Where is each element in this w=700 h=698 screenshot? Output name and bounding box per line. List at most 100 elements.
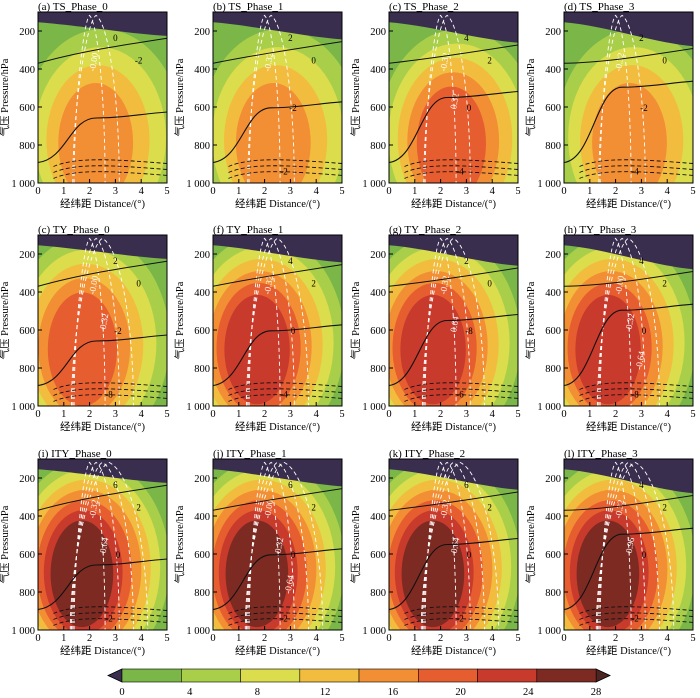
black-contour-dashed [404, 171, 518, 179]
x-tick-label: 1 [236, 409, 241, 420]
x-tick-label: 4 [139, 633, 145, 644]
x-tick-label: 5 [515, 186, 520, 197]
y-axis-label: 气压 Pressure/hPa [0, 505, 11, 583]
x-axis-label: 经纬距 Distance/(°) [60, 197, 145, 210]
x-tick-label: 2 [262, 186, 267, 197]
white-contour-label: -0.32 [87, 499, 100, 519]
black-contour-label: 2 [136, 502, 141, 512]
black-contour-dashed [228, 165, 342, 173]
panel-title: (k) ITY_Phase_2 [389, 448, 465, 460]
x-axis-label: 经纬距 Distance/(°) [411, 420, 496, 433]
colorbar-tick-label: 24 [523, 687, 534, 698]
y-tick-label: 400 [370, 512, 386, 523]
colorbar-tick-label: 20 [455, 687, 466, 698]
y-tick-label: 200 [370, 27, 386, 38]
y-tick-label: 400 [194, 512, 210, 523]
y-tick-label: 400 [194, 288, 210, 299]
panel-title: (l) ITY_Phase_3 [564, 448, 638, 460]
black-contour-zero [38, 111, 167, 164]
black-contour-dashed [228, 612, 342, 620]
colorbar-over [595, 668, 611, 683]
x-tick-label: 3 [288, 409, 293, 420]
x-tick-label: 2 [613, 409, 618, 420]
panel-title: (j) ITY_Phase_1 [213, 448, 287, 460]
black-contour-dashed [228, 388, 342, 396]
x-tick-label: 2 [613, 186, 618, 197]
panel-8: -0.00 -0.32 -0.64 4 2 0 -8 (h) TY_Phase_3 0 1 2 3 4 5… [524, 224, 696, 433]
black-contour-label: 4 [288, 256, 293, 266]
black-contour-label: -2 [280, 166, 288, 176]
black-contour-dashed [53, 382, 167, 390]
black-contour-label: -2 [280, 613, 288, 623]
colorbar-tick-label: 4 [187, 687, 193, 698]
x-tick-label: 0 [35, 186, 40, 197]
x-tick-label: 3 [464, 409, 469, 420]
colorbar-tick-label: 16 [388, 687, 399, 698]
y-tick-label: 600 [370, 550, 386, 561]
y-tick-label: 1 000 [362, 402, 386, 413]
shade-under [564, 459, 693, 494]
y-tick-label: 400 [19, 65, 35, 76]
x-tick-label: 2 [87, 633, 92, 644]
panel-6: -0.32 4 2 0 -4 (f) TY_Phase_1 0 1 2 3 4 5 200 400 600 8… [173, 224, 345, 433]
white-contour-label: -0.00 [87, 51, 100, 72]
black-contour-label: -2 [631, 613, 639, 623]
white-contour [69, 461, 149, 630]
y-axis-label: 气压 Pressure/hPa [349, 505, 362, 583]
panel-12: -0.32 -0.96 4 2 0 -2 (l) ITY_Phase_3 0 1 2 3 4 5 200 4… [524, 448, 696, 657]
black-contour-dashed [228, 618, 342, 626]
black-contour-zero [213, 101, 342, 164]
white-contour-label: -0.32 [97, 313, 110, 333]
x-axis-label: 经纬距 Distance/(°) [235, 644, 320, 657]
x-tick-label: 1 [412, 633, 417, 644]
white-contour-label: -0.32 [262, 52, 275, 72]
white-contour-label: -0.32 [262, 275, 275, 295]
black-contour-dashed [53, 618, 167, 626]
black-contour-dashed [228, 171, 342, 179]
shade-under [564, 12, 693, 47]
x-tick-label: 5 [339, 409, 344, 420]
black-contour-label: 2 [113, 256, 118, 266]
x-tick-label: 1 [412, 409, 417, 420]
black-contour-positive [213, 264, 342, 287]
white-contour [595, 461, 675, 630]
x-tick-label: 3 [639, 633, 644, 644]
x-axis-label: 经纬距 Distance/(°) [586, 420, 671, 433]
x-axis-label: 经纬距 Distance/(°) [586, 644, 671, 657]
y-tick-label: 600 [545, 550, 561, 561]
x-tick-label: 2 [613, 633, 618, 644]
panel-frame [563, 11, 694, 184]
white-contour-label: -0.96 [623, 536, 636, 557]
y-tick-label: 200 [19, 27, 35, 38]
x-tick-label: 0 [386, 186, 391, 197]
y-tick-label: 600 [19, 326, 35, 337]
y-axis-label: 气压 Pressure/hPa [173, 281, 186, 359]
white-contour-label: -0.00 [262, 498, 275, 519]
y-tick-label: 600 [194, 103, 210, 114]
x-tick-label: 5 [690, 186, 695, 197]
white-contour-label: -0.00 [613, 274, 626, 295]
white-contour-label: -0.32 [438, 499, 451, 519]
black-contour-label: 4 [639, 480, 644, 490]
black-contour-dashed [579, 388, 693, 396]
black-contour-dashed [53, 159, 167, 167]
black-contour-label: -2 [640, 103, 648, 113]
x-tick-label: 5 [515, 633, 520, 644]
y-axis-label: 气压 Pressure/hPa [524, 281, 537, 359]
panel-frame [37, 234, 168, 407]
black-contour-dashed [404, 388, 518, 396]
panel-title: (i) ITY_Phase_0 [38, 448, 112, 460]
y-tick-label: 800 [545, 588, 561, 599]
x-tick-label: 0 [35, 409, 40, 420]
colorbar-segment [477, 668, 538, 683]
x-tick-label: 4 [490, 186, 496, 197]
black-contour-zero [389, 90, 518, 164]
colorbar-segment [536, 668, 597, 683]
white-contour-label: -0.32 [613, 499, 626, 519]
panel-title: (a) TS_Phase_0 [38, 1, 108, 13]
x-tick-label: 1 [61, 633, 66, 644]
colorbar-tick-label: 12 [320, 687, 331, 698]
black-contour-label: -6 [456, 389, 464, 399]
colorbar-tick-label: 8 [255, 687, 260, 698]
panel-title: (g) TY_Phase_2 [389, 224, 461, 236]
